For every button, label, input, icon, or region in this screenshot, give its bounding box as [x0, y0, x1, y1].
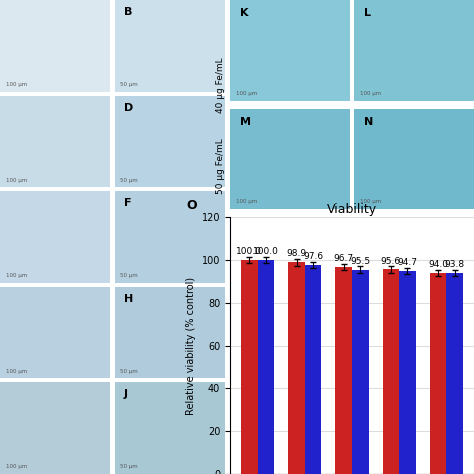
- Text: 50 μm: 50 μm: [120, 82, 138, 87]
- Text: 100 μm: 100 μm: [360, 91, 382, 96]
- Text: 95.6: 95.6: [381, 256, 401, 265]
- Text: 98.9: 98.9: [286, 249, 307, 258]
- Text: 100 μm: 100 μm: [236, 200, 257, 204]
- Text: K: K: [239, 8, 248, 18]
- Text: N: N: [364, 117, 373, 127]
- Bar: [257, 260, 274, 474]
- Text: D: D: [124, 103, 133, 113]
- Bar: [430, 273, 447, 474]
- Bar: [241, 260, 257, 474]
- Text: 50 μm: 50 μm: [120, 465, 138, 469]
- Text: 100 μm: 100 μm: [6, 465, 27, 469]
- Y-axis label: Relative viability (% control): Relative viability (% control): [186, 276, 196, 415]
- Bar: [305, 265, 321, 474]
- Text: 40 μg Fe/mL: 40 μg Fe/mL: [216, 57, 225, 113]
- Text: B: B: [124, 8, 132, 18]
- Text: H: H: [124, 294, 133, 304]
- Text: 50 μm: 50 μm: [120, 369, 138, 374]
- Text: 100 μm: 100 μm: [6, 273, 27, 278]
- Text: F: F: [124, 199, 131, 209]
- Text: 95.5: 95.5: [350, 257, 370, 266]
- Bar: [447, 273, 463, 474]
- Text: 100 μm: 100 μm: [6, 82, 27, 87]
- Text: O: O: [186, 199, 197, 212]
- Bar: [352, 270, 368, 474]
- Text: 100 μm: 100 μm: [360, 200, 382, 204]
- Text: 100.0: 100.0: [253, 247, 279, 256]
- Text: 100 μm: 100 μm: [6, 369, 27, 374]
- Bar: [399, 271, 416, 474]
- Text: 50 μg Fe/mL: 50 μg Fe/mL: [216, 138, 225, 194]
- Text: M: M: [239, 117, 251, 127]
- Text: 93.8: 93.8: [445, 260, 465, 269]
- Text: 100 μm: 100 μm: [6, 178, 27, 183]
- Bar: [383, 269, 399, 474]
- Text: 100.0: 100.0: [237, 247, 262, 256]
- Title: Viability: Viability: [327, 203, 377, 216]
- Text: L: L: [364, 8, 371, 18]
- Text: 50 μm: 50 μm: [120, 178, 138, 183]
- Bar: [336, 267, 352, 474]
- Text: J: J: [124, 390, 128, 400]
- Text: 94.0: 94.0: [428, 260, 448, 269]
- Text: 50 μm: 50 μm: [120, 273, 138, 278]
- Bar: [288, 262, 305, 474]
- Text: 97.6: 97.6: [303, 252, 323, 261]
- Text: 96.7: 96.7: [334, 254, 354, 263]
- Text: 100 μm: 100 μm: [236, 91, 257, 96]
- Text: 94.7: 94.7: [397, 258, 418, 267]
